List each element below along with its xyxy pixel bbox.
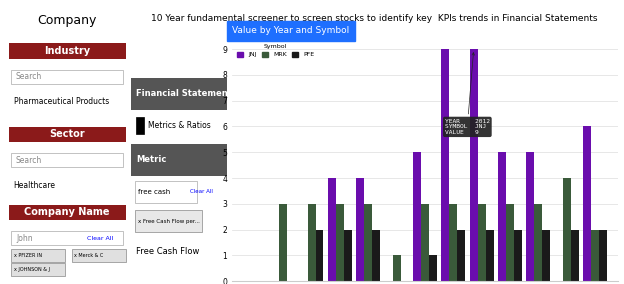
Bar — [449, 204, 457, 281]
Bar — [373, 229, 380, 281]
Bar — [441, 49, 449, 281]
Text: x Free Cash Flow per...: x Free Cash Flow per... — [138, 219, 200, 224]
Bar — [591, 229, 599, 281]
Text: Value by Year and Symbol: Value by Year and Symbol — [232, 26, 349, 36]
Bar — [336, 204, 344, 281]
Bar — [429, 255, 437, 281]
Text: x JOHNSON & J: x JOHNSON & J — [14, 267, 49, 272]
Bar — [356, 178, 364, 281]
Text: Search: Search — [16, 156, 42, 165]
Text: Metric: Metric — [136, 155, 166, 164]
Bar — [599, 229, 607, 281]
Bar — [421, 204, 429, 281]
FancyBboxPatch shape — [135, 210, 202, 232]
FancyBboxPatch shape — [11, 263, 65, 275]
Bar — [457, 229, 466, 281]
Bar — [571, 229, 578, 281]
Text: Metrics & Ratios: Metrics & Ratios — [149, 121, 211, 130]
Text: Clear All: Clear All — [87, 235, 114, 241]
FancyBboxPatch shape — [72, 249, 125, 262]
FancyBboxPatch shape — [9, 204, 125, 220]
Bar — [583, 126, 591, 281]
Bar — [563, 178, 571, 281]
FancyBboxPatch shape — [9, 43, 125, 59]
Bar — [280, 204, 287, 281]
Bar — [413, 152, 421, 281]
Bar — [344, 229, 352, 281]
Text: x PFIZER IN: x PFIZER IN — [14, 253, 42, 258]
Text: Healthcare: Healthcare — [14, 181, 56, 190]
Bar — [506, 204, 514, 281]
Text: Search: Search — [16, 72, 42, 81]
Bar — [470, 49, 478, 281]
Text: YEAR    2012
SYMBOL  JNJ
VALUE   9: YEAR 2012 SYMBOL JNJ VALUE 9 — [445, 53, 490, 135]
Bar — [534, 204, 542, 281]
Bar — [364, 204, 373, 281]
Text: Clear All: Clear All — [190, 189, 213, 194]
Legend: JNJ, MRK, PFE: JNJ, MRK, PFE — [235, 42, 316, 59]
FancyBboxPatch shape — [9, 127, 125, 142]
Text: Company Name: Company Name — [24, 207, 110, 217]
FancyBboxPatch shape — [131, 78, 227, 110]
Text: Free Cash Flow: Free Cash Flow — [136, 247, 199, 256]
Bar — [478, 204, 485, 281]
Bar — [316, 229, 323, 281]
Text: Industry: Industry — [44, 46, 90, 56]
Bar — [328, 178, 336, 281]
FancyBboxPatch shape — [131, 144, 227, 176]
Bar — [498, 152, 506, 281]
Text: Financial Statement: Financial Statement — [136, 89, 232, 98]
FancyBboxPatch shape — [135, 181, 197, 203]
FancyBboxPatch shape — [11, 249, 65, 262]
FancyBboxPatch shape — [11, 70, 123, 83]
Bar — [527, 152, 534, 281]
FancyBboxPatch shape — [11, 231, 123, 245]
Text: 10 Year fundamental screener to screen stocks to identify key  KPIs trends in Fi: 10 Year fundamental screener to screen s… — [151, 14, 598, 23]
Bar — [308, 204, 316, 281]
FancyBboxPatch shape — [136, 117, 144, 134]
Text: free cash: free cash — [138, 189, 170, 195]
Text: John: John — [16, 233, 32, 243]
Text: Company: Company — [37, 14, 97, 27]
Text: Sector: Sector — [49, 129, 85, 139]
Bar — [485, 229, 494, 281]
Text: x Merck & C: x Merck & C — [74, 253, 104, 258]
Text: Pharmaceutical Products: Pharmaceutical Products — [14, 97, 109, 106]
FancyBboxPatch shape — [11, 153, 123, 167]
Bar — [392, 255, 401, 281]
Bar — [514, 229, 522, 281]
Bar — [542, 229, 550, 281]
